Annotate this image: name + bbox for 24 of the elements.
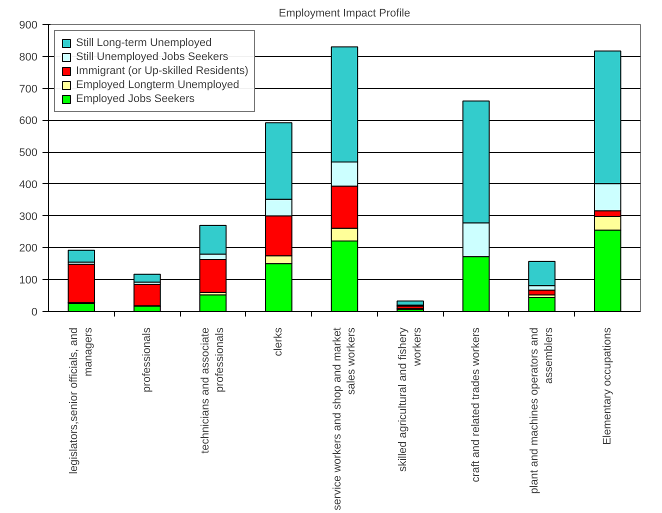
x-tick-label: clerks [272, 327, 285, 356]
x-tick-label: craft and related trades workers [470, 327, 482, 482]
x-tick-label: legislators,senior officials, and managers [68, 327, 95, 474]
legend-label: Employed Jobs Seekers [76, 93, 195, 105]
y-tick-label: 900 [19, 20, 38, 32]
x-tick-label: Elementary occupations [602, 327, 614, 445]
y-tick-label: 800 [19, 51, 38, 64]
legend-label: Immigrant (or Up-skilled Residents) [76, 65, 248, 77]
x-tick-label: technicians and associate professionals [200, 327, 226, 454]
y-tick-label: 700 [19, 83, 38, 96]
x-tick-label: professionals [141, 327, 154, 392]
y-tick-label: 200 [19, 242, 38, 255]
y-tick-label: 0 [31, 306, 38, 318]
y-tick-label: 500 [19, 147, 38, 160]
chart-title: Employment Impact Profile [278, 8, 410, 20]
x-tick-label: skilled agricultural and fishery workers [397, 327, 424, 472]
x-tick-label: plant and machines operators and assemblers [528, 327, 556, 494]
legend-label: Still Long-term Unemployed [76, 37, 212, 49]
y-tick-label: 100 [19, 274, 38, 287]
legend-label: Still Unemployed Jobs Seekers [76, 51, 228, 63]
legend-label: Employed Longterm Unemployed [76, 79, 240, 91]
y-tick-label: 300 [19, 210, 38, 223]
y-tick-label: 400 [19, 178, 38, 191]
y-tick-label: 600 [19, 115, 38, 128]
